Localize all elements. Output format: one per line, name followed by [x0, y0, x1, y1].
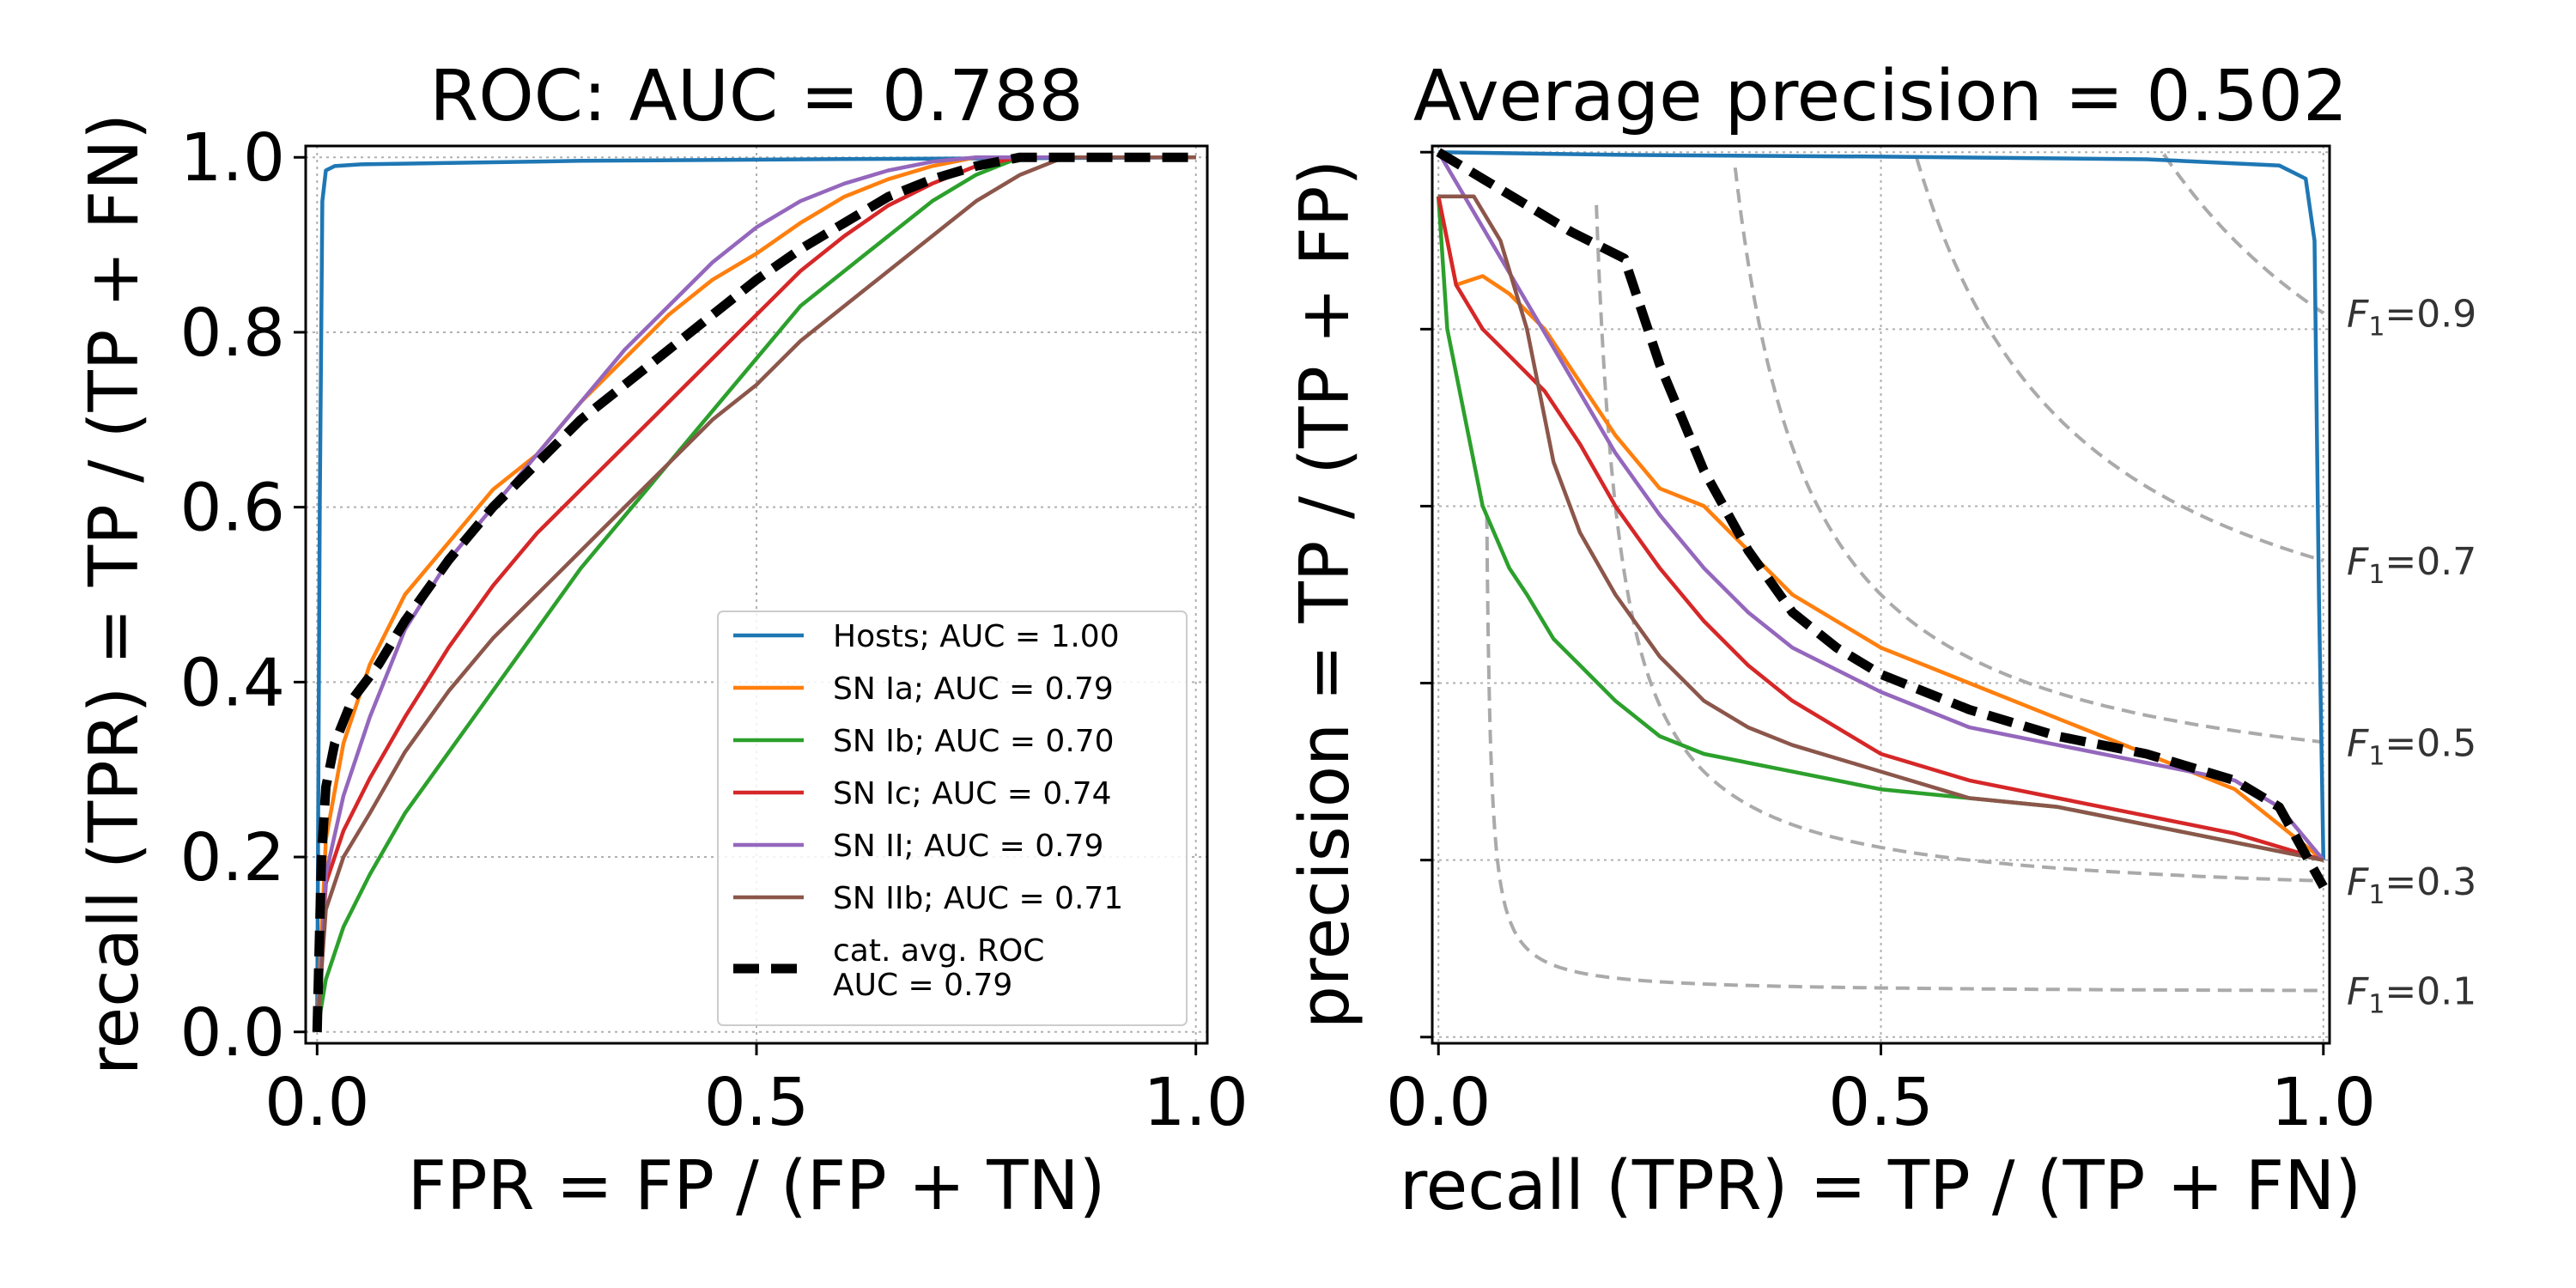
roc-title: ROC: AUC = 0.788 — [429, 56, 1083, 137]
roc-series-sn-iib — [315, 155, 1196, 1032]
pr-x-ticks: 0.0 0.5 1.0 — [1386, 1043, 2376, 1141]
roc-x-tick-label: 0.0 — [264, 1065, 369, 1141]
roc-y-tick-label: 1.0 — [180, 120, 285, 197]
pr-iso-f1-labels: F1=0.9 F1=0.7 F1=0.5 F1=0.3 F1=0.1 — [2347, 293, 2476, 1020]
iso-f1-curve-0-1 — [1485, 514, 2324, 993]
iso-f1-label-0-5: F1=0.5 — [2347, 721, 2476, 771]
roc-y-tick-label: 0.2 — [180, 820, 285, 896]
pr-series-sn-ia — [1436, 196, 2325, 862]
roc-series-sn-ii — [315, 155, 1196, 1032]
roc-series — [312, 152, 1196, 1033]
iso-f1-label-0-3: F1=0.3 — [2347, 860, 2476, 910]
pr-y-axis-label: precision = TP / (TP + FP) — [1285, 160, 1364, 1030]
pr-panel: 0.0 0.5 1.0 Average precision = 0.502 reca… — [1285, 56, 2476, 1225]
pr-series-sn-ib — [1436, 196, 2324, 862]
pr-series-hosts — [1438, 149, 2326, 860]
roc-legend: Hosts; AUC = 1.00 SN Ia; AUC = 0.79 SN Ib;… — [717, 611, 1188, 1026]
pr-x-tick-label: 0.5 — [1828, 1065, 1933, 1141]
pr-iso-f1-curves — [1485, 153, 2324, 993]
roc-series-cat-avg-roc-auc-0-79 — [312, 152, 1196, 1032]
iso-f1-label-0-9: F1=0.9 — [2347, 293, 2476, 343]
roc-y-tick-label: 0.6 — [180, 471, 285, 547]
pr-y-ticks — [1420, 150, 1432, 1039]
legend-label: SN Ib; AUC = 0.70 — [833, 724, 1115, 759]
legend-label: SN Ic; AUC = 0.74 — [833, 776, 1112, 811]
legend-label: SN Ia; AUC = 0.79 — [833, 671, 1114, 707]
legend-label: AUC = 0.79 — [833, 968, 1012, 1003]
roc-y-ticks: 0.0 0.2 0.4 0.6 0.8 1.0 — [180, 120, 306, 1072]
roc-series-sn-ib — [315, 155, 1196, 1033]
iso-f1-curve-0-9 — [2162, 153, 2324, 315]
roc-panel: 0.0 0.5 1.0 0.0 0.2 0.4 0.6 0.8 1.0 ROC: AUC = … — [75, 56, 1249, 1225]
iso-f1-label-0-1: F1=0.1 — [2347, 970, 2476, 1020]
roc-x-ticks: 0.0 0.5 1.0 — [264, 1043, 1249, 1141]
legend-box — [717, 611, 1188, 1026]
pr-x-tick-label: 1.0 — [2271, 1065, 2376, 1141]
iso-f1-curve-0-7 — [1915, 157, 2324, 562]
pr-series-cat-avg — [1436, 148, 2328, 890]
legend-label: SN IIb; AUC = 0.71 — [833, 881, 1123, 916]
roc-series-hosts — [315, 155, 1196, 1032]
roc-y-tick-label: 0.8 — [180, 295, 285, 372]
legend-label: cat. avg. ROC — [833, 933, 1044, 969]
legend-label: SN II; AUC = 0.79 — [833, 829, 1103, 864]
pr-series-sn-ic — [1436, 196, 2324, 862]
roc-y-tick-label: 0.4 — [180, 645, 285, 721]
roc-x-tick-label: 0.5 — [704, 1065, 809, 1141]
iso-f1-curve-0-5 — [1733, 167, 2324, 744]
pr-series — [1436, 148, 2328, 890]
pr-x-axis-label: recall (TPR) = TP / (TP + FN) — [1400, 1146, 2361, 1225]
iso-f1-label-0-7: F1=0.7 — [2347, 540, 2476, 590]
pr-x-tick-label: 0.0 — [1386, 1065, 1491, 1141]
roc-series-sn-ia — [315, 155, 1196, 1032]
roc-y-tick-label: 0.0 — [180, 995, 285, 1072]
roc-series-sn-ic — [315, 155, 1196, 1032]
iso-f1-curve-0-3 — [1595, 204, 2324, 883]
pr-series-sn-iib — [1438, 194, 2324, 862]
roc-x-axis-label: FPR = FP / (FP + TN) — [408, 1146, 1106, 1225]
pr-title: Average precision = 0.502 — [1413, 56, 2348, 137]
legend-label: Hosts; AUC = 1.00 — [833, 619, 1120, 654]
roc-x-tick-label: 1.0 — [1143, 1065, 1248, 1141]
roc-y-axis-label: recall (TPR) = TP / (TP + FN) — [75, 113, 154, 1075]
